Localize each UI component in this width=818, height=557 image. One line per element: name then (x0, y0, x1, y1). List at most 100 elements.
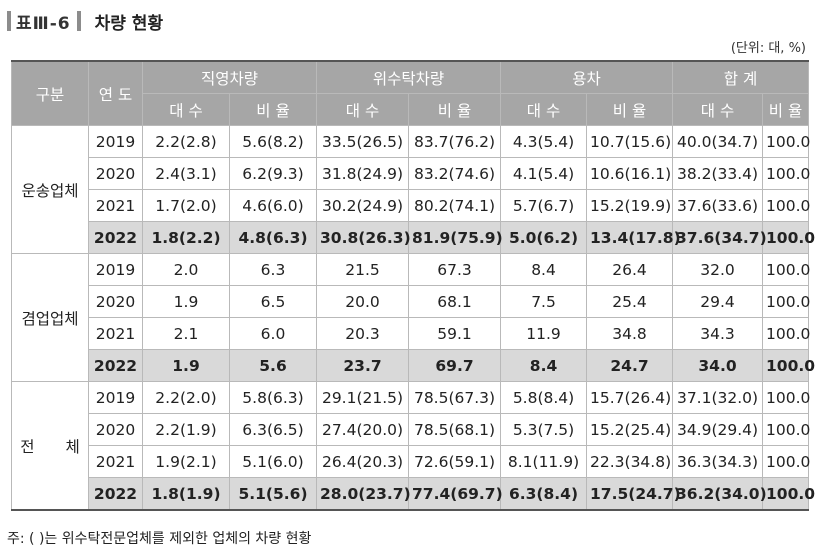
value-cell: 59.1 (408, 317, 502, 350)
value-cell: 31.8(24.9) (316, 157, 410, 190)
value-cell: 5.3(7.5) (500, 413, 588, 446)
value-cell: 83.7(76.2) (408, 125, 502, 158)
value-cell: 6.0 (228, 317, 318, 350)
value-cell: 2.1 (142, 317, 230, 350)
value-cell: 4.6(6.0) (228, 189, 318, 222)
value-cell: 15.7(26.4) (586, 381, 674, 414)
value-cell: 77.4(69.7) (408, 477, 503, 511)
value-cell: 28.0(23.7) (316, 477, 411, 511)
year-cell: 2020 (88, 285, 143, 318)
value-cell: 78.5(67.3) (408, 381, 502, 414)
value-cell: 34.3 (672, 317, 764, 350)
value-cell: 36.2(34.0) (672, 477, 767, 511)
year-cell: 2020 (88, 157, 143, 190)
year-cell: 2021 (88, 445, 143, 478)
value-cell: 100.0 (762, 221, 815, 254)
value-cell: 8.4 (500, 253, 588, 286)
value-cell: 72.6(59.1) (408, 445, 502, 478)
value-cell: 10.6(16.1) (586, 157, 674, 190)
value-cell: 68.1 (408, 285, 502, 318)
value-cell: 21.5 (316, 253, 410, 286)
vehicle-status-table: 구분 연 도 직영차량 위수탁차량 용차 합 계 대 수 비 율 대 수 비 율… (11, 60, 815, 511)
value-cell: 5.0(6.2) (500, 221, 588, 254)
value-cell: 81.9(75.9) (408, 221, 503, 254)
table-caption: 표Ⅲ-6 차량 현황 (7, 8, 163, 34)
value-cell: 40.0(34.7) (672, 125, 764, 158)
value-cell: 5.1(6.0) (228, 445, 318, 478)
table-row-highlight: 2022 1.8(2.2) 4.8(6.3) 30.8(26.3) 81.9(7… (12, 221, 815, 254)
header-year: 연 도 (88, 60, 143, 126)
value-cell: 5.8(6.3) (228, 381, 318, 414)
header-group-total: 합 계 (672, 60, 810, 94)
value-cell: 34.8 (586, 317, 674, 350)
header-sub: 비 율 (762, 93, 810, 126)
table-title: 차량 현황 (94, 13, 164, 34)
value-cell: 6.5 (228, 285, 318, 318)
value-cell: 17.5(24.7) (586, 477, 681, 511)
value-cell: 10.7(15.6) (586, 125, 674, 158)
header-sub: 대 수 (316, 93, 410, 126)
table-row: 2021 1.9(2.1) 5.1(6.0) 26.4(20.3) 72.6(5… (12, 445, 810, 478)
table-row: 2020 2.2(1.9) 6.3(6.5) 27.4(20.0) 78.5(6… (12, 413, 810, 446)
value-cell: 6.3(8.4) (500, 477, 588, 511)
value-cell: 100.0 (762, 285, 810, 318)
section-label: 겸업업체 (11, 253, 89, 382)
value-cell: 24.7 (586, 349, 674, 382)
value-cell: 78.5(68.1) (408, 413, 502, 446)
value-cell: 20.3 (316, 317, 410, 350)
value-cell: 22.3(34.8) (586, 445, 674, 478)
header-row-sub: 대 수 비 율 대 수 비 율 대 수 비 율 대 수 비 율 (12, 93, 810, 126)
value-cell: 100.0 (762, 445, 810, 478)
value-cell: 100.0 (762, 253, 810, 286)
value-cell: 34.9(29.4) (672, 413, 764, 446)
caption-bar-left (7, 11, 11, 31)
caption-bar-right (76, 11, 81, 31)
value-cell: 30.8(26.3) (316, 221, 411, 254)
header-group-consigned: 위수탁차량 (316, 60, 502, 94)
section-label: 전 체 (11, 381, 89, 511)
footnote: 주: ( )는 위수탁전문업체를 제외한 업체의 차량 현황 (7, 531, 312, 547)
value-cell: 30.2(24.9) (316, 189, 410, 222)
table-row: 전 체 2019 2.2(2.0) 5.8(6.3) 29.1(21.5) 78… (11, 381, 810, 511)
value-cell: 33.5(26.5) (316, 125, 410, 158)
value-cell: 20.0 (316, 285, 410, 318)
value-cell: 2.2(2.8) (142, 125, 230, 158)
value-cell: 38.2(33.4) (672, 157, 764, 190)
table-row: 2020 1.9 6.5 20.0 68.1 7.5 25.4 29.4 100… (12, 285, 810, 318)
value-cell: 27.4(20.0) (316, 413, 410, 446)
value-cell: 23.7 (316, 349, 410, 382)
value-cell: 29.1(21.5) (316, 381, 410, 414)
value-cell: 34.0 (672, 349, 764, 382)
value-cell: 32.0 (672, 253, 764, 286)
value-cell: 26.4(20.3) (316, 445, 410, 478)
value-cell: 100.0 (762, 349, 815, 382)
table-row: 운송업체 2019 2.2(2.8) 5.6(8.2) 33.5(26.5) 8… (11, 125, 810, 254)
value-cell: 1.9(2.1) (142, 445, 230, 478)
table-row: 2021 1.7(2.0) 4.6(6.0) 30.2(24.9) 80.2(7… (12, 189, 810, 222)
table-row: 2021 2.1 6.0 20.3 59.1 11.9 34.8 34.3 10… (12, 317, 810, 350)
section-label: 운송업체 (11, 125, 89, 254)
year-cell: 2019 (88, 381, 143, 414)
value-cell: 83.2(74.6) (408, 157, 502, 190)
value-cell: 100.0 (762, 189, 810, 222)
value-cell: 36.3(34.3) (672, 445, 764, 478)
value-cell: 6.3 (228, 253, 318, 286)
value-cell: 37.6(33.6) (672, 189, 764, 222)
year-cell: 2019 (88, 253, 143, 286)
value-cell: 4.8(6.3) (228, 221, 318, 254)
value-cell: 100.0 (762, 413, 810, 446)
value-cell: 100.0 (762, 477, 815, 511)
value-cell: 1.7(2.0) (142, 189, 230, 222)
value-cell: 1.9 (142, 349, 230, 382)
value-cell: 5.6 (228, 349, 318, 382)
value-cell: 100.0 (762, 381, 810, 414)
value-cell: 100.0 (762, 125, 810, 158)
value-cell: 37.1(32.0) (672, 381, 764, 414)
table-row: 겸업업체 2019 2.0 6.3 21.5 67.3 8.4 26.4 32.… (11, 253, 810, 382)
header-sub: 비 율 (408, 93, 502, 126)
table-row: 2020 2.4(3.1) 6.2(9.3) 31.8(24.9) 83.2(7… (12, 157, 810, 190)
table-number: 표Ⅲ-6 (16, 13, 71, 34)
year-cell: 2019 (88, 125, 143, 158)
header-category: 구분 (11, 60, 89, 126)
value-cell: 8.4 (500, 349, 588, 382)
